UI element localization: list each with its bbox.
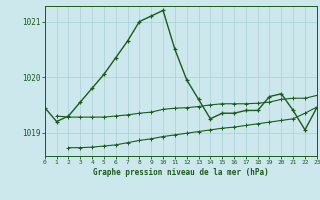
X-axis label: Graphe pression niveau de la mer (hPa): Graphe pression niveau de la mer (hPa): [93, 168, 269, 177]
